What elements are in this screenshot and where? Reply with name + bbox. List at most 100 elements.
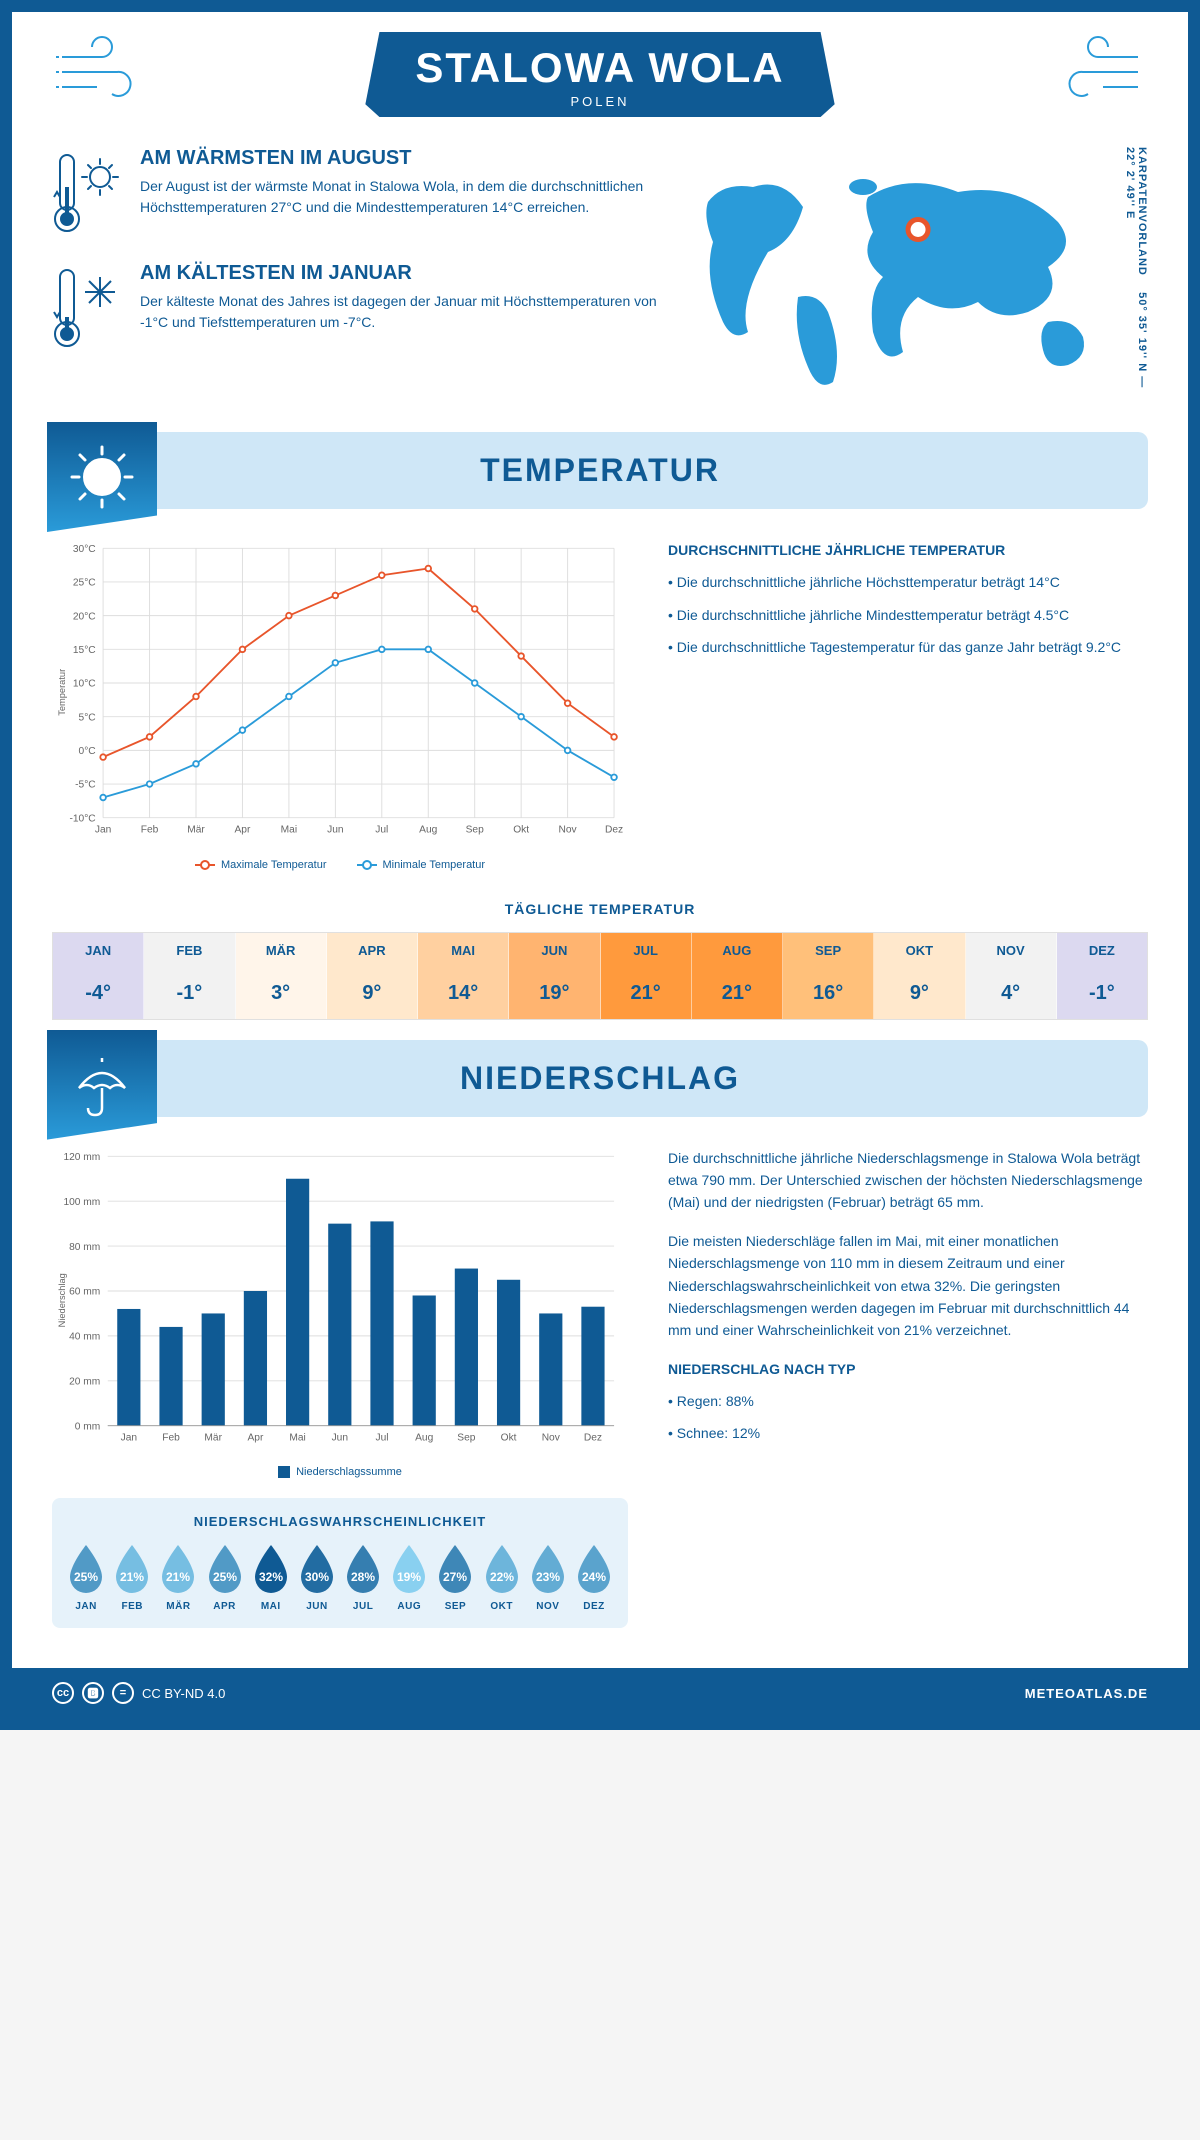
daily-temp-cell: JAN-4° bbox=[53, 933, 144, 1019]
svg-text:Apr: Apr bbox=[235, 825, 251, 836]
svg-text:Niederschlag: Niederschlag bbox=[57, 1273, 67, 1327]
daily-temperature-strip: JAN-4°FEB-1°MÄR3°APR9°MAI14°JUN19°JUL21°… bbox=[52, 932, 1148, 1020]
precip-prob-cell: 27%SEP bbox=[433, 1543, 477, 1612]
precip-prob-cell: 32%MAI bbox=[249, 1543, 293, 1612]
title-banner: STALOWA WOLA POLEN bbox=[365, 32, 834, 117]
thermometer-snow-icon bbox=[52, 262, 122, 357]
precipitation-title: NIEDERSCHLAG bbox=[52, 1060, 1148, 1097]
svg-text:21%: 21% bbox=[120, 1570, 144, 1584]
warmest-fact: AM WÄRMSTEN IM AUGUST Der August ist der… bbox=[52, 147, 658, 242]
coldest-text: Der kälteste Monat des Jahres ist dagege… bbox=[140, 291, 658, 333]
svg-text:30%: 30% bbox=[305, 1570, 329, 1584]
precip-prob-cell: 30%JUN bbox=[295, 1543, 339, 1612]
svg-text:Aug: Aug bbox=[415, 1432, 433, 1443]
cc-icon: cc bbox=[52, 1682, 74, 1704]
svg-text:20°C: 20°C bbox=[73, 611, 96, 622]
svg-text:25%: 25% bbox=[74, 1570, 98, 1584]
daily-temp-cell: DEZ-1° bbox=[1057, 933, 1147, 1019]
svg-text:19%: 19% bbox=[397, 1570, 421, 1584]
svg-text:22%: 22% bbox=[490, 1570, 514, 1584]
precipitation-bar-chart: 0 mm 20 mm 40 mm 60 mm 80 mm 100 mm 120 mm Nied… bbox=[52, 1147, 628, 1454]
svg-text:-10°C: -10°C bbox=[69, 813, 95, 824]
svg-text:Nov: Nov bbox=[559, 825, 578, 836]
daily-temp-cell: MAI14° bbox=[418, 933, 509, 1019]
temp-desc-item: Die durchschnittliche jährliche Mindestt… bbox=[668, 604, 1148, 626]
svg-text:Sep: Sep bbox=[466, 825, 484, 836]
svg-text:Jun: Jun bbox=[327, 825, 344, 836]
coldest-fact: AM KÄLTESTEN IM JANUAR Der kälteste Mona… bbox=[52, 262, 658, 357]
precip-prob-cell: 21%MÄR bbox=[156, 1543, 200, 1612]
warmest-title: AM WÄRMSTEN IM AUGUST bbox=[140, 147, 658, 170]
daily-temp-cell: APR9° bbox=[327, 933, 418, 1019]
daily-temp-title: TÄGLICHE TEMPERATUR bbox=[52, 901, 1148, 917]
temperature-legend: Maximale Temperatur Minimale Temperatur bbox=[52, 859, 628, 871]
svg-text:Okt: Okt bbox=[501, 1432, 517, 1443]
svg-text:Aug: Aug bbox=[419, 825, 437, 836]
thermometer-sun-icon bbox=[52, 147, 122, 242]
svg-text:Jul: Jul bbox=[375, 1432, 388, 1443]
svg-text:Jul: Jul bbox=[375, 825, 388, 836]
svg-text:24%: 24% bbox=[582, 1570, 606, 1584]
temp-desc-item: Die durchschnittliche Tagestemperatur fü… bbox=[668, 636, 1148, 658]
nd-icon: = bbox=[112, 1682, 134, 1704]
city-title: STALOWA WOLA bbox=[415, 44, 784, 92]
intro-row: AM WÄRMSTEN IM AUGUST Der August ist der… bbox=[52, 147, 1148, 402]
daily-temp-cell: SEP16° bbox=[783, 933, 874, 1019]
precip-prob-cell: 19%AUG bbox=[387, 1543, 431, 1612]
daily-temp-cell: FEB-1° bbox=[144, 933, 235, 1019]
precipitation-description: Die durchschnittliche jährliche Niedersc… bbox=[668, 1147, 1148, 1629]
precip-prob-cell: 25%APR bbox=[203, 1543, 247, 1612]
precipitation-legend: Niederschlagssumme bbox=[52, 1466, 628, 1478]
precip-type-item: Schnee: 12% bbox=[668, 1422, 1148, 1444]
precip-prob-cell: 22%OKT bbox=[480, 1543, 524, 1612]
temperature-title: TEMPERATUR bbox=[52, 452, 1148, 489]
svg-text:Nov: Nov bbox=[542, 1432, 561, 1443]
daily-temp-cell: MÄR3° bbox=[236, 933, 327, 1019]
license-badge: cc 🅱 = CC BY-ND 4.0 bbox=[52, 1682, 225, 1704]
svg-text:60 mm: 60 mm bbox=[69, 1286, 100, 1297]
svg-text:Dez: Dez bbox=[584, 1432, 602, 1443]
precip-prob-cell: 25%JAN bbox=[64, 1543, 108, 1612]
precip-prob-cell: 23%NOV bbox=[526, 1543, 570, 1612]
precip-prob-cell: 21%FEB bbox=[110, 1543, 154, 1612]
precip-type-item: Regen: 88% bbox=[668, 1390, 1148, 1412]
svg-text:Okt: Okt bbox=[513, 825, 529, 836]
svg-text:20 mm: 20 mm bbox=[69, 1376, 100, 1387]
svg-text:80 mm: 80 mm bbox=[69, 1241, 100, 1252]
precip-prob-cell: 28%JUL bbox=[341, 1543, 385, 1612]
daily-temp-cell: JUN19° bbox=[509, 933, 600, 1019]
svg-text:Mär: Mär bbox=[204, 1432, 222, 1443]
header: STALOWA WOLA POLEN bbox=[52, 32, 1148, 117]
daily-temp-cell: AUG21° bbox=[692, 933, 783, 1019]
precipitation-section-header: NIEDERSCHLAG bbox=[52, 1040, 1148, 1117]
svg-text:Dez: Dez bbox=[605, 825, 623, 836]
svg-text:120 mm: 120 mm bbox=[63, 1152, 100, 1163]
precipitation-probability-box: NIEDERSCHLAGSWAHRSCHEINLICHKEIT 25%JAN21… bbox=[52, 1498, 628, 1628]
svg-text:100 mm: 100 mm bbox=[63, 1196, 100, 1207]
sun-icon bbox=[47, 422, 157, 532]
svg-text:Temperatur: Temperatur bbox=[57, 669, 67, 716]
svg-text:Feb: Feb bbox=[141, 825, 159, 836]
svg-text:25%: 25% bbox=[213, 1570, 237, 1584]
wind-icon bbox=[52, 32, 152, 117]
svg-text:40 mm: 40 mm bbox=[69, 1331, 100, 1342]
svg-text:25°C: 25°C bbox=[73, 578, 96, 589]
temperature-section-header: TEMPERATUR bbox=[52, 432, 1148, 509]
svg-text:Mai: Mai bbox=[281, 825, 297, 836]
svg-text:0 mm: 0 mm bbox=[75, 1421, 101, 1432]
footer-brand: METEOATLAS.DE bbox=[1025, 1686, 1148, 1701]
svg-text:Apr: Apr bbox=[247, 1432, 263, 1443]
svg-text:Feb: Feb bbox=[162, 1432, 180, 1443]
svg-text:15°C: 15°C bbox=[73, 645, 96, 656]
svg-text:5°C: 5°C bbox=[79, 712, 96, 723]
footer: cc 🅱 = CC BY-ND 4.0 METEOATLAS.DE bbox=[12, 1668, 1188, 1718]
svg-text:23%: 23% bbox=[536, 1570, 560, 1584]
svg-text:21%: 21% bbox=[166, 1570, 190, 1584]
svg-text:Jun: Jun bbox=[332, 1432, 349, 1443]
country-subtitle: POLEN bbox=[415, 94, 784, 109]
temp-desc-item: Die durchschnittliche jährliche Höchstte… bbox=[668, 571, 1148, 593]
svg-text:30°C: 30°C bbox=[73, 544, 96, 555]
wind-icon bbox=[1048, 32, 1148, 117]
coordinates-label: KARPATENVORLAND 50° 35' 19'' N — 22° 2' … bbox=[1124, 147, 1148, 397]
daily-temp-cell: NOV4° bbox=[966, 933, 1057, 1019]
